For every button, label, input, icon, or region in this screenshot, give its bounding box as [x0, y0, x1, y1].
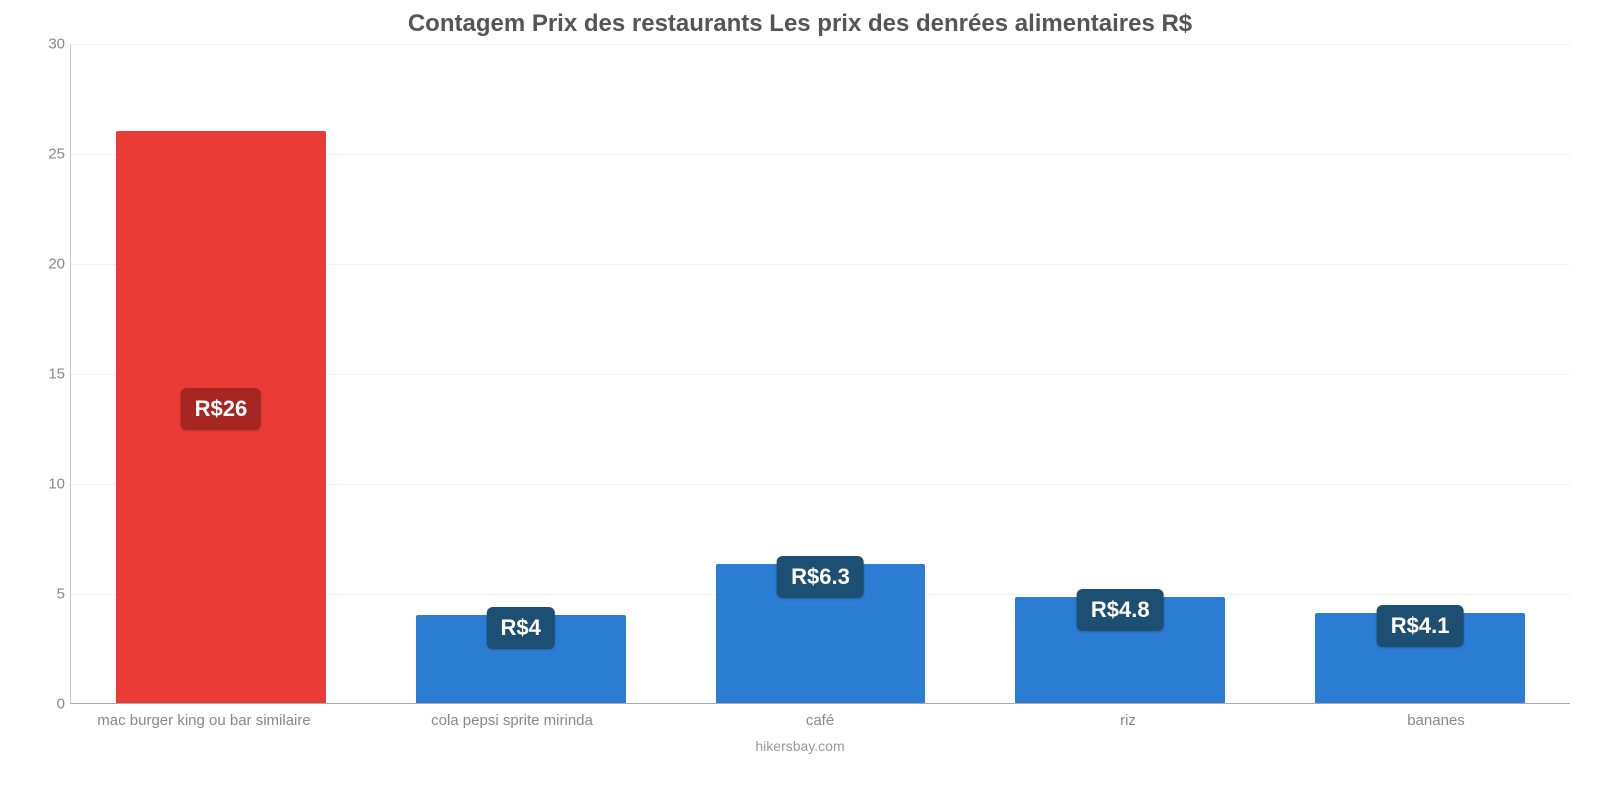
- chart-title: Contagem Prix des restaurants Les prix d…: [20, 10, 1580, 38]
- bar-slot: R$4: [371, 44, 671, 703]
- y-tick-label: 20: [31, 256, 65, 273]
- x-tick-label: riz: [974, 712, 1282, 729]
- bar-value-label: R$4.1: [1377, 605, 1464, 647]
- bar-slot: R$26: [71, 44, 371, 703]
- y-tick-label: 15: [31, 366, 65, 383]
- bar-slot: R$6.3: [671, 44, 971, 703]
- x-tick-label: mac burger king ou bar similaire: [50, 712, 358, 729]
- bar: R$4.8: [1015, 597, 1225, 703]
- chart-container: Contagem Prix des restaurants Les prix d…: [0, 0, 1600, 800]
- bar: R$26: [116, 131, 326, 703]
- bar-slot: R$4.1: [1270, 44, 1570, 703]
- bar-value-label: R$6.3: [777, 556, 864, 598]
- bars-group: R$26 R$4 R$6.3 R$4.8 R$4.1: [71, 44, 1570, 703]
- bar: R$6.3: [716, 564, 926, 703]
- y-tick-label: 10: [31, 476, 65, 493]
- chart-footer: hikersbay.com: [0, 738, 1600, 754]
- x-axis: mac burger king ou bar similairecola pep…: [50, 712, 1590, 729]
- x-tick-label: café: [666, 712, 974, 729]
- bar-slot: R$4.8: [970, 44, 1270, 703]
- bar: R$4: [416, 615, 626, 703]
- x-tick-label: cola pepsi sprite mirinda: [358, 712, 666, 729]
- y-tick-label: 30: [31, 36, 65, 53]
- y-tick-label: 5: [31, 586, 65, 603]
- y-tick-label: 0: [31, 696, 65, 713]
- bar-value-label: R$4: [487, 607, 555, 649]
- y-tick-label: 25: [31, 146, 65, 163]
- bar-value-label: R$4.8: [1077, 589, 1164, 631]
- x-tick-label: bananes: [1282, 712, 1590, 729]
- plot-area: 051015202530R$26R$4R$6.3R$4.8R$4.1: [70, 44, 1570, 704]
- bar-value-label: R$26: [181, 388, 262, 430]
- bar: R$4.1: [1315, 613, 1525, 703]
